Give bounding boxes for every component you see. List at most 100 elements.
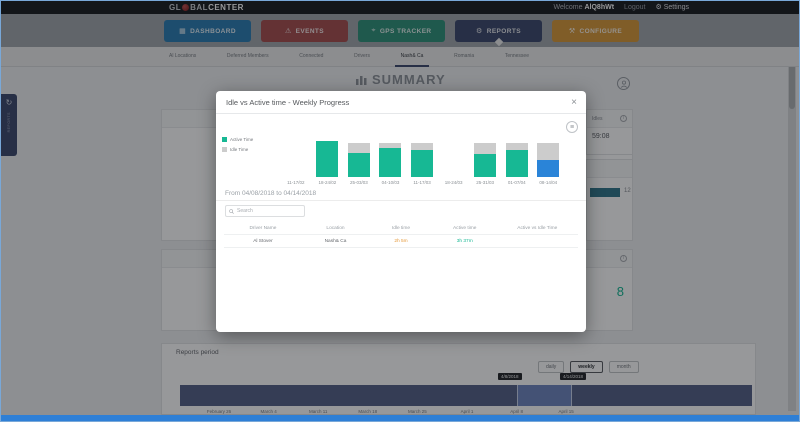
x-axis-label: 11-17/03 xyxy=(413,180,431,185)
idle-time-cell: 2h 5m xyxy=(394,238,408,244)
user-icon[interactable] xyxy=(617,77,630,90)
logout-link[interactable]: Logout xyxy=(624,4,646,11)
legend-swatch-active xyxy=(222,137,227,142)
scrollbar-thumb[interactable] xyxy=(789,57,795,109)
timeline-tick-label: April 1 xyxy=(460,409,474,414)
timeline-tick-label: March 25 xyxy=(408,409,427,414)
chart-bar[interactable] xyxy=(379,142,402,177)
weekly-progress-modal: Idle vs Active time - Weekly Progress × … xyxy=(216,91,586,332)
chart-legend: Active Time Idle Time xyxy=(222,123,280,187)
reports-period-card: Reports period daily weekly month 4/8/2018… xyxy=(161,343,756,415)
active-segment xyxy=(505,149,528,177)
period-month-button[interactable]: month xyxy=(608,361,639,373)
timeline-navigator[interactable] xyxy=(180,385,752,406)
active-time-cell: 3h 37m xyxy=(456,238,473,244)
dashboard-icon: ▦ xyxy=(179,28,187,35)
logo-text-center: CENTER xyxy=(208,3,244,12)
location-tabbar: Al Locations Deferred Members Connected Dri… xyxy=(1,47,799,67)
legend-item-active[interactable]: Active Time xyxy=(222,137,280,142)
logo-text-bal: BAL xyxy=(190,3,209,12)
chart-menu-icon[interactable]: ≡ xyxy=(566,121,578,133)
info-icon[interactable]: i xyxy=(620,115,627,122)
nav-dashboard-button[interactable]: ▦ DASHBOARD xyxy=(164,20,251,42)
tab-romania[interactable]: Romania xyxy=(454,53,475,59)
period-daily-button[interactable]: daily xyxy=(538,361,565,373)
active-segment xyxy=(474,153,497,177)
idle-segment xyxy=(411,142,434,150)
gear-icon: ⚙ xyxy=(655,4,662,11)
refresh-icon: ↻ xyxy=(5,98,13,107)
idles-value: 59:08 xyxy=(592,133,610,140)
chart-bar[interactable] xyxy=(347,142,370,177)
timeline-selection[interactable] xyxy=(517,385,572,406)
idle-segment xyxy=(379,142,402,148)
tab-al-locations[interactable]: Al Locations xyxy=(169,53,197,59)
tab-connected[interactable]: Connected xyxy=(299,53,324,59)
chart-column-18-24/02: 18-24/02 xyxy=(312,123,344,187)
range-end-tooltip: 4/14/2018 xyxy=(560,373,587,380)
chart-bar[interactable] xyxy=(474,142,497,177)
idles-label: Idles xyxy=(592,115,603,122)
chart-column-01-07/04: 01-07/04 xyxy=(501,123,533,187)
nav-events-button[interactable]: ⚠ EVENTS xyxy=(261,20,348,42)
active-segment xyxy=(316,141,339,177)
x-axis-label: 08-14/04 xyxy=(539,180,558,185)
chart-column-25-31/03: 25-31/03 xyxy=(469,123,501,187)
timeline-tick-label: April 15 xyxy=(558,409,574,414)
info-icon[interactable]: i xyxy=(620,255,627,262)
chart-column-11-17/03: 11-17/03 xyxy=(406,123,438,187)
x-axis-label: 25-03/03 xyxy=(350,180,368,185)
legend-item-idle[interactable]: Idle Time xyxy=(222,147,280,152)
search-input[interactable] xyxy=(237,208,301,214)
tab-drivers[interactable]: Drivers xyxy=(354,53,370,59)
timeline-tick-label: April 8 xyxy=(510,409,523,414)
chart-column-25-03/03: 25-03/03 xyxy=(343,123,375,187)
table-row[interactable]: Al Stover Nash& Ca 2h 5m 3h 37m xyxy=(224,234,578,248)
chart-bar[interactable] xyxy=(316,141,339,177)
globe-icon xyxy=(182,4,190,11)
welcome-text: Welcome AlQ8hWt xyxy=(553,4,615,11)
x-axis-label: 01-07/04 xyxy=(507,180,526,185)
stat-mini-bar xyxy=(590,188,620,197)
settings-button[interactable]: ⚙ Settings xyxy=(655,4,689,11)
chart-bar[interactable] xyxy=(505,142,528,177)
drivers-table: Driver Name Location Idle time Active ti… xyxy=(224,223,578,248)
chart-column-04-10/03: 04-10/03 xyxy=(375,123,407,187)
gps-tracker-icon: ⌖ xyxy=(371,27,376,34)
tab-nash-ca[interactable]: Nash& Ca xyxy=(394,47,430,67)
date-range-text: From 04/08/2018 to 04/14/2018 xyxy=(225,190,317,197)
idles-stat-card: Idles i 59:08 xyxy=(586,109,633,155)
tab-deferred-members[interactable]: Deferred Members xyxy=(226,53,269,59)
close-icon[interactable]: × xyxy=(571,97,577,108)
chart-column-11-17/02: 11-17/02 xyxy=(280,123,312,187)
logo-text-gl: GL xyxy=(169,3,182,12)
page-title: SUMMARY xyxy=(356,72,445,87)
period-weekly-button[interactable]: weekly xyxy=(570,361,603,373)
chart-bar[interactable] xyxy=(411,142,434,177)
stat-card-bar: 12 xyxy=(586,159,633,241)
chart-bar[interactable] xyxy=(537,142,560,177)
nav-configure-button[interactable]: ⚒ CONFIGURE xyxy=(552,20,639,42)
search-box[interactable] xyxy=(225,205,305,217)
nav-gps-tracker-button[interactable]: ⌖ GPS TRACKER xyxy=(358,20,445,42)
reports-period-title: Reports period xyxy=(176,349,219,356)
bottom-strip xyxy=(1,415,799,421)
app-logo[interactable]: GL BALCENTER xyxy=(169,1,244,14)
chart-column-18-24/03: 18-24/03 xyxy=(438,123,470,187)
idle-segment xyxy=(505,142,528,150)
driver-name-cell: Al Stover xyxy=(253,238,273,244)
timeline-tick-label: February 26 xyxy=(206,409,232,414)
chart-plot-area: 11-17/02 18-24/02 25-03/03 04-10/03 11-17/03… xyxy=(280,123,564,187)
nav-reports-button[interactable]: ⚙ REPORTS xyxy=(455,20,542,47)
x-axis-label: 11-17/02 xyxy=(287,180,305,185)
tab-tennessee[interactable]: Tennessee xyxy=(504,53,529,59)
x-axis-label: 04-10/03 xyxy=(381,180,400,185)
sidebar-tab-reports[interactable]: ↻ REPORTS xyxy=(1,94,17,156)
idle-segment xyxy=(537,142,560,160)
stat-bar-value: 12 xyxy=(624,188,631,194)
x-axis-label: 18-24/03 xyxy=(444,180,463,185)
timeline-tick-label: March 4 xyxy=(260,409,277,414)
active-segment xyxy=(347,152,370,177)
table-header-row: Driver Name Location Idle time Active ti… xyxy=(249,226,558,231)
